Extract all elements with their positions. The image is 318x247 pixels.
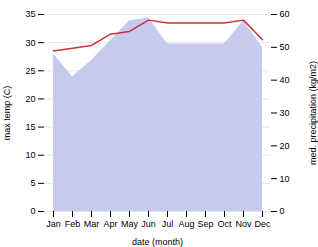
- svg-text:10: 10: [25, 150, 35, 160]
- svg-text:0: 0: [280, 206, 285, 216]
- svg-text:10: 10: [280, 174, 290, 184]
- svg-text:Apr: Apr: [103, 219, 117, 229]
- svg-text:15: 15: [25, 122, 35, 132]
- svg-text:40: 40: [280, 75, 290, 85]
- svg-text:May: May: [121, 219, 139, 229]
- svg-text:Nov: Nov: [235, 219, 252, 229]
- svg-text:30: 30: [25, 38, 35, 48]
- svg-text:35: 35: [25, 9, 35, 19]
- svg-text:20: 20: [280, 141, 290, 151]
- svg-text:50: 50: [280, 42, 290, 52]
- svg-text:Feb: Feb: [65, 219, 81, 229]
- svg-text:Jan: Jan: [46, 219, 61, 229]
- svg-text:Aug: Aug: [178, 219, 194, 229]
- svg-text:0: 0: [30, 206, 35, 216]
- svg-text:max temp (C): max temp (C): [2, 86, 12, 141]
- svg-text:Jul: Jul: [162, 219, 174, 229]
- svg-text:Dec: Dec: [254, 219, 271, 229]
- svg-text:Jun: Jun: [141, 219, 156, 229]
- svg-text:5: 5: [30, 178, 35, 188]
- svg-text:20: 20: [25, 94, 35, 104]
- svg-text:med. precipitation (kg/m2): med. precipitation (kg/m2): [308, 61, 318, 165]
- svg-text:Mar: Mar: [84, 219, 100, 229]
- svg-text:60: 60: [280, 9, 290, 19]
- svg-text:date (month): date (month): [132, 237, 183, 247]
- svg-text:Oct: Oct: [217, 219, 232, 229]
- svg-text:30: 30: [280, 108, 290, 118]
- svg-text:25: 25: [25, 66, 35, 76]
- svg-text:Sep: Sep: [197, 219, 213, 229]
